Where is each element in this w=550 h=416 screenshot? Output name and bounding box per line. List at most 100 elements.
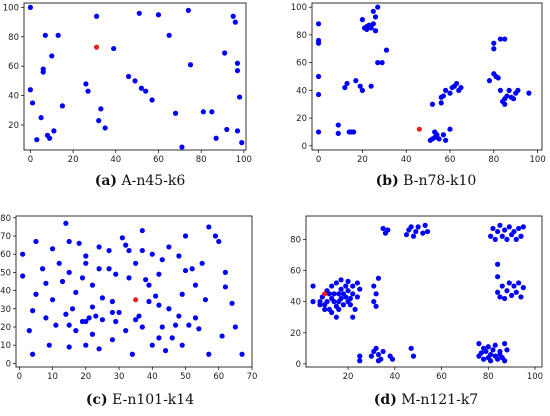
customer-point [495, 75, 501, 81]
customer-point [422, 222, 428, 228]
customer-point [502, 358, 508, 364]
customer-point [133, 260, 139, 266]
customer-point [443, 87, 449, 93]
customer-point [209, 109, 215, 115]
customer-point [43, 280, 49, 286]
customer-point [338, 277, 344, 283]
customer-point [224, 126, 230, 133]
customer-point [206, 351, 212, 357]
customer-point [126, 247, 132, 254]
y-tick-label: 80 [0, 214, 11, 224]
customer-point [511, 228, 517, 235]
customer-point [63, 311, 69, 317]
customer-point [486, 78, 493, 84]
panel-caption: (c) E-n101-k14 [86, 392, 194, 408]
customer-point [33, 291, 39, 297]
depot-point [322, 291, 328, 297]
customer-point [116, 309, 122, 316]
customer-point [516, 280, 522, 286]
customer-point [172, 110, 179, 116]
customer-point [487, 358, 494, 364]
y-tick-label: 20 [290, 329, 301, 339]
y-tick-label: 40 [296, 86, 307, 96]
scatter-panel-a: 0 20 40 60 80 100 20 40 60 80 100 (a) A-n45-k6 [3, 2, 252, 189]
customer-point [155, 12, 162, 18]
customer-point [447, 126, 453, 132]
customer-point [43, 315, 49, 321]
customer-point [502, 295, 508, 302]
customer-point [46, 342, 52, 348]
customer-point [153, 293, 159, 299]
customer-point [491, 71, 497, 77]
customer-point [146, 298, 152, 305]
customer-point [89, 331, 96, 337]
customer-point [106, 266, 112, 272]
customer-point [149, 342, 155, 348]
customer-point [408, 345, 414, 351]
customer-point [338, 295, 344, 302]
customer-point [125, 73, 132, 80]
customer-point [96, 346, 102, 352]
panel-caption: (a) A-n45-k6 [95, 173, 186, 189]
x-tick-label: 60 [436, 372, 447, 382]
customer-point [385, 227, 391, 233]
customer-point [331, 291, 337, 297]
customer-point [149, 97, 155, 103]
customer-point [526, 90, 532, 96]
customer-point [106, 247, 112, 254]
customer-point [347, 302, 353, 308]
customer-point [27, 87, 34, 93]
customer-point [182, 267, 189, 274]
customer-point [49, 53, 55, 59]
customer-point [511, 283, 517, 289]
customer-point [239, 351, 245, 357]
customer-point [344, 80, 350, 87]
customer-point [504, 93, 510, 99]
customer-point [368, 83, 374, 89]
plot-frame [23, 2, 247, 151]
y-tick-label: 40 [290, 298, 301, 308]
customer-point [490, 347, 496, 353]
customer-point [502, 36, 508, 42]
x-tick-label: 100 [236, 155, 252, 165]
customer-point [515, 87, 521, 93]
customer-point [55, 32, 61, 38]
y-tick-label: 60 [296, 59, 307, 69]
plot-frame [15, 215, 253, 368]
customer-point [102, 125, 108, 131]
plot-frame [305, 215, 543, 368]
customer-point [192, 282, 199, 288]
customer-point [136, 10, 142, 16]
customer-point [350, 314, 356, 320]
y-tick-label: 80 [290, 235, 301, 245]
customer-point [119, 235, 125, 241]
customer-point [340, 302, 346, 308]
x-tick-label: 80 [488, 155, 499, 165]
customer-point [520, 224, 526, 230]
y-tick-label: 20 [0, 323, 11, 333]
y-tick-label: 80 [296, 31, 307, 41]
customer-point [354, 294, 361, 300]
customer-point [109, 298, 115, 305]
customer-point [159, 257, 165, 263]
customer-point [375, 358, 382, 364]
x-tick-label: 40 [147, 372, 158, 382]
y-tick-label: 0 [296, 360, 301, 370]
customer-point [502, 341, 508, 347]
customer-point [495, 289, 501, 295]
customer-point [56, 260, 62, 266]
customer-point [518, 294, 524, 300]
x-tick-label: 40 [389, 372, 400, 382]
depot-point [416, 126, 422, 132]
customer-point [375, 351, 382, 358]
customer-point [143, 88, 149, 94]
customer-point [51, 128, 57, 134]
customer-point [491, 40, 497, 46]
customer-point [123, 328, 129, 334]
customer-point [520, 285, 526, 291]
customer-point [162, 348, 169, 354]
customer-point [83, 260, 89, 266]
customer-point [182, 233, 189, 239]
x-tick-label: 0 [17, 372, 22, 382]
customer-point [436, 136, 442, 142]
